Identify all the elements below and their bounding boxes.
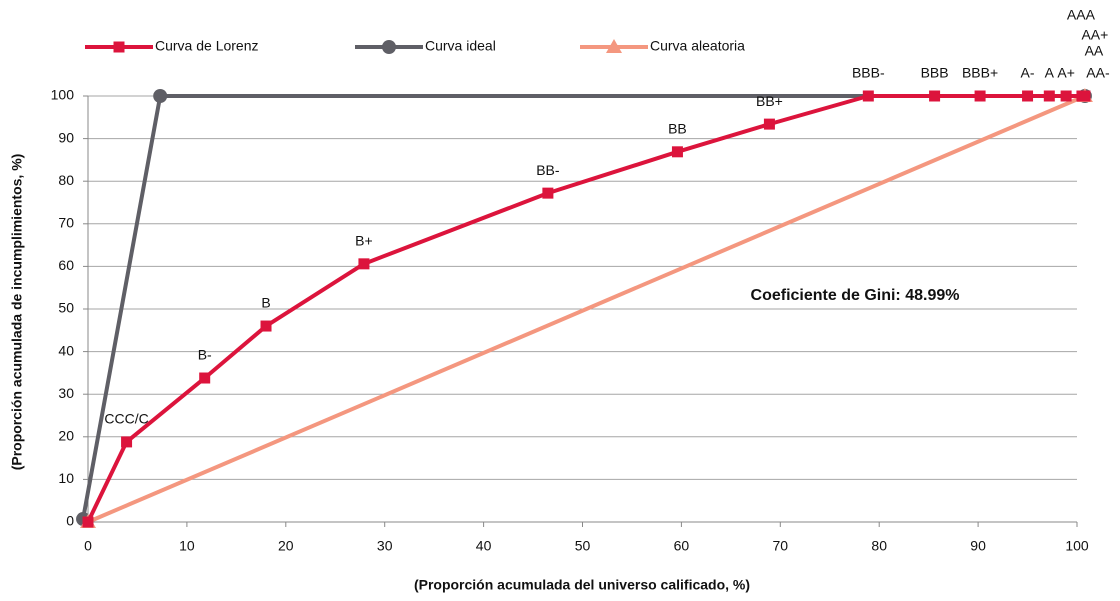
x-tick-label: 80: [871, 538, 887, 554]
data-point: [1060, 90, 1072, 102]
point-label: AA+: [1081, 27, 1108, 43]
x-tick-label: 20: [278, 538, 294, 554]
legend-label: Curva aleatoria: [650, 38, 745, 54]
point-label: BBB-: [852, 65, 885, 81]
data-point: [1043, 90, 1055, 102]
y-tick-label: 10: [58, 470, 74, 486]
point-label: B-: [198, 347, 212, 363]
x-tick-label: 30: [377, 538, 393, 554]
data-point: [358, 258, 370, 270]
x-tick-label: 60: [674, 538, 690, 554]
data-point: [199, 372, 211, 384]
x-tick-label: 10: [179, 538, 195, 554]
y-tick-label: 50: [58, 300, 74, 316]
y-tick-label: 0: [66, 513, 74, 529]
point-label: BB: [668, 121, 687, 137]
data-point: [1079, 90, 1091, 102]
y-tick-label: 30: [58, 385, 74, 401]
y-axis-label: (Proporción acumulada de incumplimientos…: [9, 154, 25, 471]
data-point: [542, 187, 554, 199]
y-tick-label: 60: [58, 257, 74, 273]
y-tick-label: 90: [58, 129, 74, 145]
series-line: [87, 94, 1086, 524]
legend-marker: [113, 41, 125, 53]
legend-label: Curva de Lorenz: [155, 38, 259, 54]
data-point: [82, 516, 94, 528]
legend-marker: [606, 39, 622, 53]
data-point: [153, 89, 168, 103]
point-label: BB+: [756, 93, 783, 109]
point-label: B: [261, 295, 270, 311]
x-tick-label: 100: [1065, 538, 1089, 554]
data-point: [929, 90, 941, 102]
data-point: [763, 118, 775, 130]
point-label: AAA: [1067, 7, 1096, 23]
point-label: CCC/C: [104, 411, 148, 427]
x-tick-label: 90: [970, 538, 986, 554]
annotation: Coeficiente de Gini: 48.99%: [751, 287, 960, 304]
y-tick-label: 100: [51, 87, 75, 103]
x-tick-label: 70: [773, 538, 789, 554]
point-label: BBB: [921, 65, 949, 81]
data-point: [121, 436, 133, 448]
point-label: BB-: [536, 162, 560, 178]
legend-marker: [382, 40, 396, 54]
y-tick-label: 70: [58, 215, 74, 231]
data-point: [671, 146, 683, 158]
data-point: [862, 90, 874, 102]
x-tick-label: 0: [84, 538, 92, 554]
legend-label: Curva ideal: [425, 38, 496, 54]
x-tick-label: 50: [575, 538, 591, 554]
point-label: A: [1045, 65, 1055, 81]
point-label: AA-: [1086, 65, 1110, 81]
point-label: AA: [1085, 43, 1104, 59]
y-tick-label: 40: [58, 342, 74, 358]
data-point: [974, 90, 986, 102]
x-tick-label: 40: [476, 538, 492, 554]
data-point: [260, 320, 272, 332]
y-tick-label: 20: [58, 428, 74, 444]
point-label: B+: [355, 233, 373, 249]
y-tick-label: 80: [58, 172, 74, 188]
x-axis-label: (Proporción acumulada del universo calif…: [414, 577, 750, 593]
point-label: A+: [1057, 65, 1075, 81]
point-label: A-: [1021, 65, 1035, 81]
point-label: BBB+: [962, 65, 998, 81]
data-point: [1022, 90, 1034, 102]
